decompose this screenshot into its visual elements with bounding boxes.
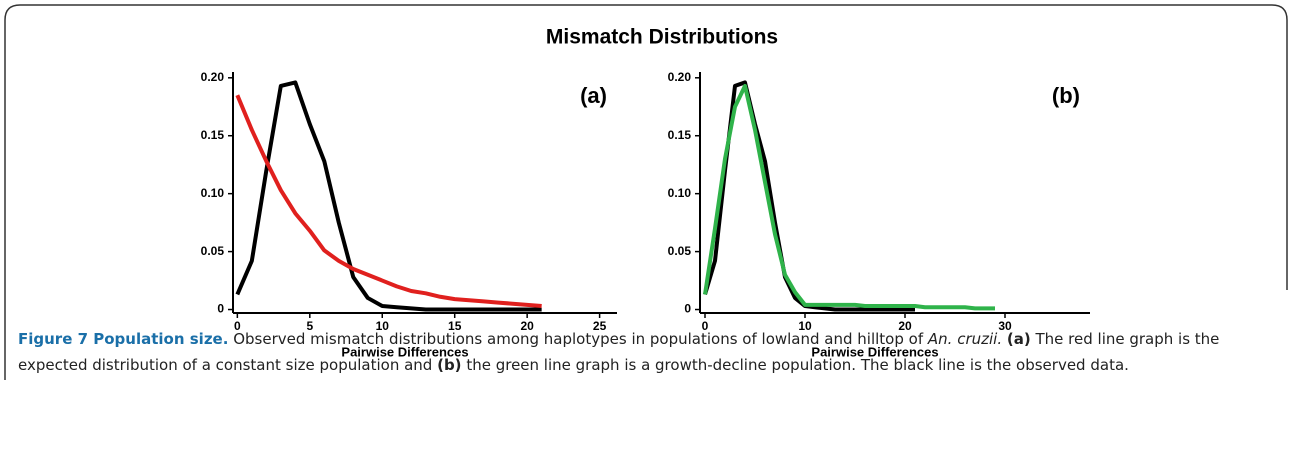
caption-panel: (b) <box>437 356 462 374</box>
caption-text: The red line graph is the expected distr… <box>18 330 1220 374</box>
x-tick-label: 0 <box>234 319 241 333</box>
x-axis-label: Pairwise Differences <box>341 344 468 359</box>
x-tick-label: 5 <box>306 319 313 333</box>
y-tick-label: 0.15 <box>668 128 692 142</box>
figure-title: Mismatch Distributions <box>546 26 778 49</box>
y-tick-label: 0.05 <box>668 244 692 258</box>
series-line <box>703 83 995 311</box>
x-tick-label: 25 <box>593 319 607 333</box>
y-tick-label: 0.05 <box>201 244 225 258</box>
y-tick-label: 0.10 <box>201 186 225 200</box>
y-tick-label: 0 <box>684 302 691 316</box>
x-tick-label: 0 <box>702 319 709 333</box>
caption-text: Observed mismatch distributions among ha… <box>233 330 924 348</box>
caption-panel: (a) <box>1006 330 1031 348</box>
x-tick-label: 20 <box>898 319 912 333</box>
y-tick-label: 0 <box>217 302 224 316</box>
caption: Figure 7 Population size. Observed misma… <box>18 326 1280 378</box>
y-tick-label: 0.20 <box>201 70 225 84</box>
caption-text: the green line graph is a growth-decline… <box>466 356 1129 374</box>
x-axis-label: Pairwise Differences <box>811 344 938 359</box>
x-tick-label: 30 <box>998 319 1012 333</box>
series-line <box>703 80 915 312</box>
panel-label: (b) <box>1052 83 1080 108</box>
x-tick-label: 20 <box>520 319 534 333</box>
x-tick-label: 15 <box>448 319 462 333</box>
x-tick-label: 10 <box>798 319 812 333</box>
x-tick-label: 10 <box>376 319 390 333</box>
y-tick-label: 0.10 <box>668 186 692 200</box>
y-tick-label: 0.15 <box>201 128 225 142</box>
series-line <box>235 80 542 312</box>
caption-species: An. cruzii. <box>927 330 1003 348</box>
panel-label: (a) <box>580 83 607 108</box>
frame <box>4 4 1288 380</box>
series-line <box>235 94 542 309</box>
caption-label: Figure 7 Population size. <box>18 330 229 348</box>
y-tick-label: 0.20 <box>668 70 692 84</box>
